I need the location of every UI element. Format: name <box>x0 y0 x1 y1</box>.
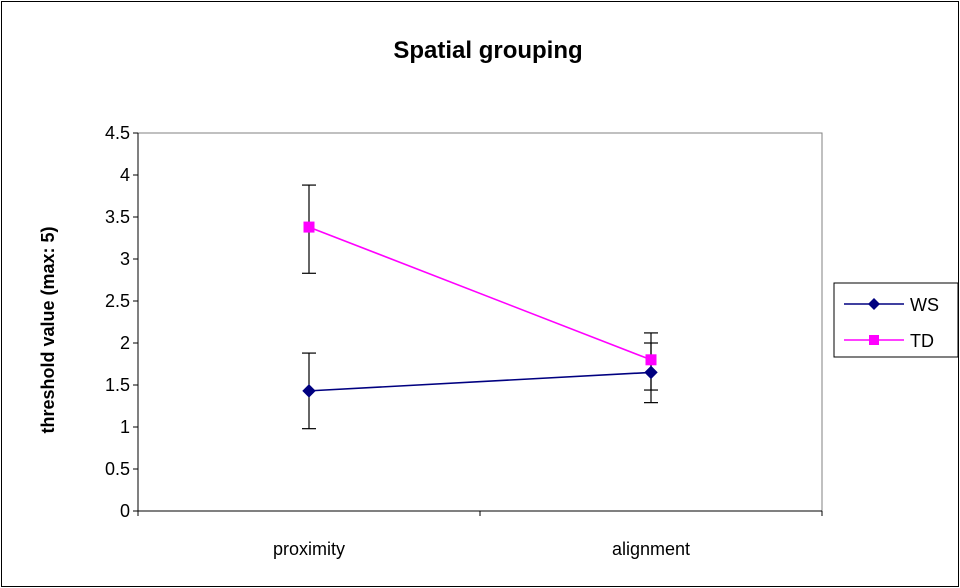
x-tick-label: proximity <box>273 539 345 559</box>
chart-title: Spatial grouping <box>393 37 582 64</box>
legend: WS TD <box>833 282 959 358</box>
y-tick-label: 0.5 <box>105 459 130 479</box>
y-tick-label: 0 <box>120 501 130 521</box>
y-tick-label: 1.5 <box>105 375 130 395</box>
error-bars <box>302 184 658 430</box>
legend-box <box>833 282 959 358</box>
data-point-td <box>645 354 657 366</box>
y-tick-label: 3 <box>120 249 130 269</box>
series-lines <box>308 226 652 392</box>
legend-items: WS TD <box>844 295 939 351</box>
y-tick-label: 1 <box>120 417 130 437</box>
y-tick-label: 2 <box>120 333 130 353</box>
plot-area <box>137 132 823 512</box>
y-tick-label: 2.5 <box>105 291 130 311</box>
data-markers <box>302 221 658 398</box>
legend-label-td: TD <box>910 331 934 351</box>
legend-marker-ws <box>868 298 880 310</box>
data-point-td <box>303 221 315 233</box>
legend-label-ws: WS <box>910 295 939 315</box>
y-axis-label: threshold value (max: 5) <box>38 226 58 433</box>
y-tick-label: 4 <box>120 165 130 185</box>
y-tick-label: 4.5 <box>105 123 130 143</box>
legend-marker-td <box>869 335 879 345</box>
data-point-ws <box>644 365 658 380</box>
x-tick-label: alignment <box>612 539 690 559</box>
y-tick-label: 3.5 <box>105 207 130 227</box>
series-line-td <box>308 226 652 361</box>
axes: 0 0.5 1 1.5 2 2.5 3 3.5 4 4.5 proximity alignment <box>105 123 823 559</box>
series-line-ws <box>308 371 652 392</box>
data-point-ws <box>302 384 316 398</box>
